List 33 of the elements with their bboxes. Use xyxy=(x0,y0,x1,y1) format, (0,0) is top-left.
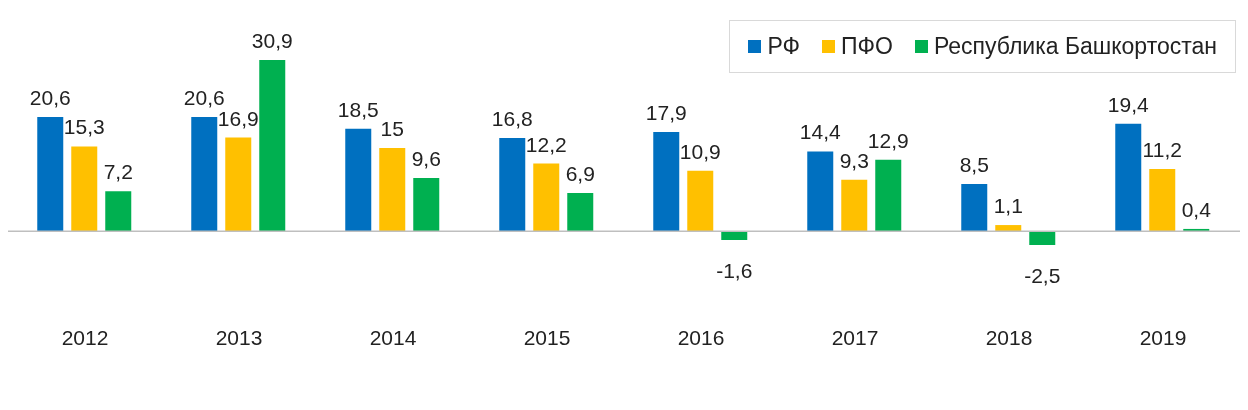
data-label: 15 xyxy=(380,117,404,141)
data-label: 11,2 xyxy=(1142,138,1182,162)
legend-label: РФ xyxy=(767,33,800,60)
data-label: 12,2 xyxy=(525,132,567,156)
data-label: 18,5 xyxy=(337,97,379,121)
x-tick-label: 2019 xyxy=(1139,326,1187,349)
data-label: 7,2 xyxy=(103,160,133,184)
data-label: 19,4 xyxy=(1107,92,1150,116)
x-tick-label: 2012 xyxy=(61,326,109,349)
data-label: 1,1 xyxy=(993,194,1023,218)
data-label: 8,5 xyxy=(959,153,989,177)
data-label: 12,9 xyxy=(867,128,909,152)
data-label: 6,9 xyxy=(565,161,595,185)
legend-label: Республика Башкортостан xyxy=(933,33,1217,60)
data-label: 17,9 xyxy=(645,101,687,125)
x-tick-label: 2016 xyxy=(677,326,725,349)
data-label: 0,4 xyxy=(1181,197,1212,221)
data-label: 9,3 xyxy=(839,148,869,172)
data-label: 20,6 xyxy=(29,86,71,110)
x-tick-label: 2015 xyxy=(523,326,571,349)
legend-label: ПФО xyxy=(841,33,893,60)
data-label: 9,6 xyxy=(411,146,441,170)
data-label: 16,8 xyxy=(491,107,533,131)
data-label: 30,9 xyxy=(251,29,293,52)
x-tick-label: 2017 xyxy=(831,326,879,349)
x-tick-label: 2018 xyxy=(985,326,1033,349)
data-label: 15,3 xyxy=(63,115,105,139)
x-tick-label: 2013 xyxy=(215,326,263,349)
data-label: 10,9 xyxy=(679,139,721,163)
data-label: -2,5 xyxy=(1024,264,1061,287)
data-label: 14,4 xyxy=(799,120,842,144)
data-label: -1,6 xyxy=(716,259,753,283)
x-tick-label: 2014 xyxy=(369,326,417,349)
